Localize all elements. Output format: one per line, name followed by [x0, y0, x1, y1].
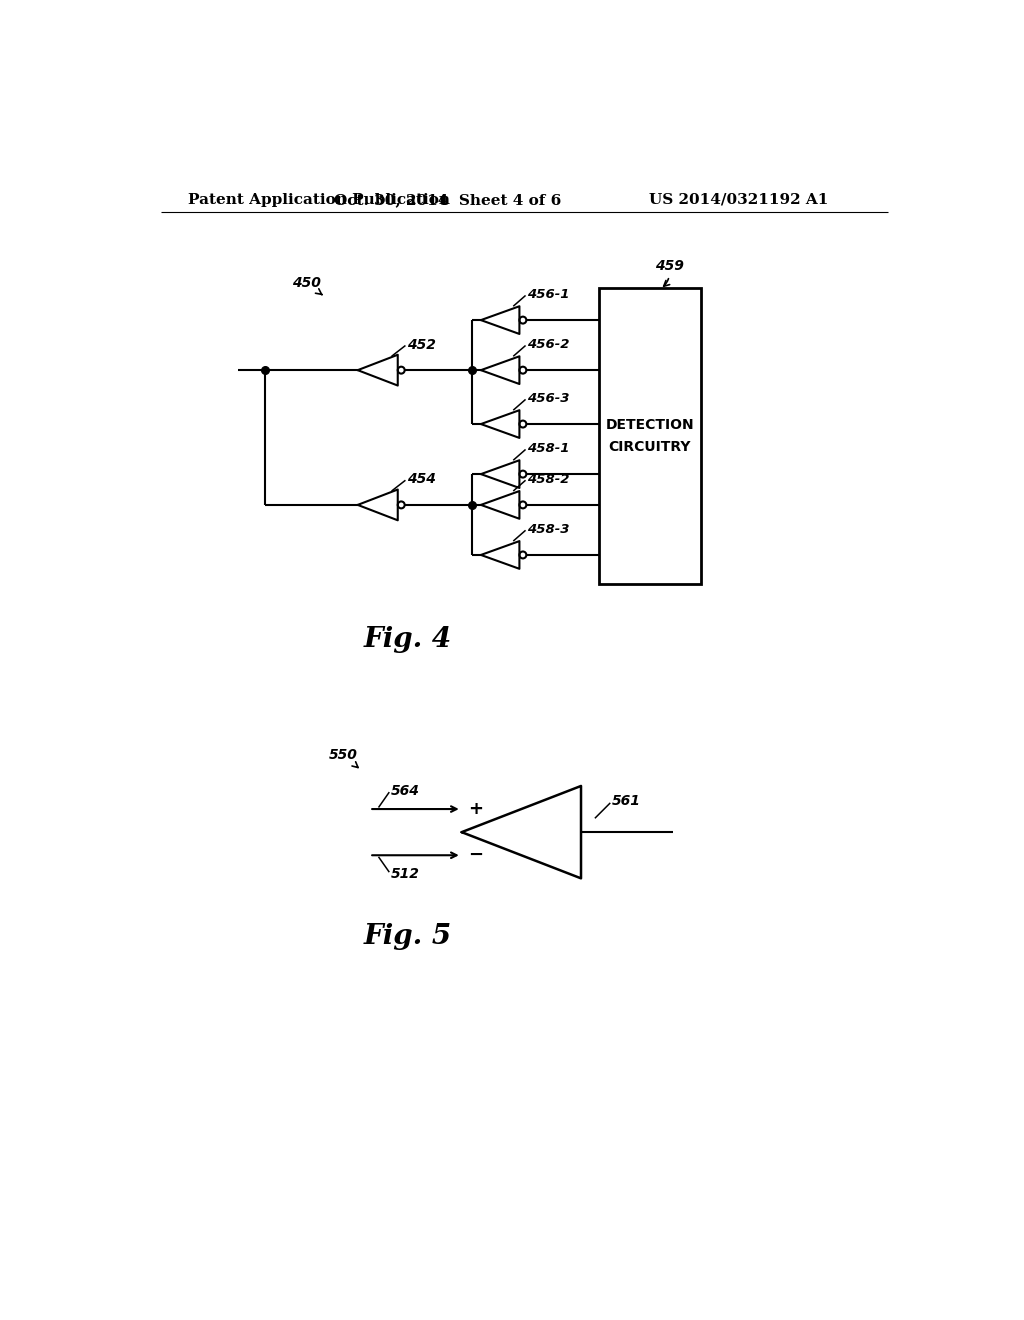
Text: 512: 512 — [391, 867, 420, 880]
Text: US 2014/0321192 A1: US 2014/0321192 A1 — [649, 193, 828, 207]
Circle shape — [519, 552, 526, 558]
Text: 450: 450 — [292, 276, 323, 294]
Text: 452: 452 — [407, 338, 436, 351]
Text: 456-2: 456-2 — [527, 338, 569, 351]
Text: −: − — [468, 846, 483, 865]
Text: +: + — [468, 800, 483, 818]
Text: 561: 561 — [611, 795, 641, 808]
Circle shape — [397, 367, 404, 374]
Text: 458-3: 458-3 — [527, 523, 569, 536]
Text: Patent Application Publication: Patent Application Publication — [188, 193, 451, 207]
Text: DETECTION
CIRCUITRY: DETECTION CIRCUITRY — [605, 417, 694, 454]
Text: 456-1: 456-1 — [527, 288, 569, 301]
Text: 550: 550 — [330, 748, 358, 767]
Text: Fig. 4: Fig. 4 — [364, 626, 452, 653]
Text: Oct. 30, 2014  Sheet 4 of 6: Oct. 30, 2014 Sheet 4 of 6 — [334, 193, 561, 207]
Text: 459: 459 — [655, 259, 684, 286]
Circle shape — [519, 502, 526, 508]
Text: 454: 454 — [407, 473, 436, 487]
Circle shape — [519, 367, 526, 374]
Text: Fig. 5: Fig. 5 — [364, 923, 452, 949]
Bar — [599, 288, 701, 585]
Circle shape — [519, 421, 526, 428]
Circle shape — [519, 317, 526, 323]
Text: 456-3: 456-3 — [527, 392, 569, 405]
Circle shape — [397, 502, 404, 508]
Text: 564: 564 — [391, 784, 420, 797]
Circle shape — [519, 471, 526, 478]
Text: 458-1: 458-1 — [527, 442, 569, 455]
Text: 458-2: 458-2 — [527, 473, 569, 486]
